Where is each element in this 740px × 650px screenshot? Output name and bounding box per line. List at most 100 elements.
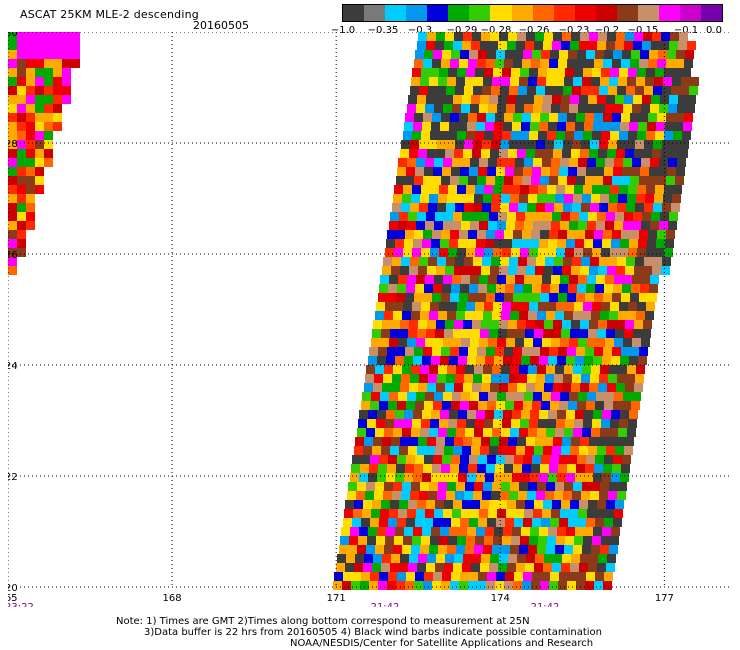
swath-cell (459, 581, 468, 590)
swath-cell (553, 149, 562, 158)
swath-cell (592, 185, 601, 194)
swath-cell (576, 581, 585, 590)
swath-cell (417, 563, 426, 572)
swath-cell (466, 248, 475, 257)
swath-cell (462, 41, 471, 50)
swath-cell (508, 266, 517, 275)
swath-cell (573, 194, 582, 203)
swath-cell (404, 473, 413, 482)
swath-cell (526, 383, 535, 392)
swath-cell (492, 311, 501, 320)
swath-cell (544, 554, 553, 563)
swath-cell (379, 455, 388, 464)
swath-cell (551, 275, 560, 284)
swath-cell (548, 122, 557, 131)
swath-cell (35, 50, 44, 59)
swath-cell (465, 428, 474, 437)
swath-cell (567, 176, 576, 185)
swath-cell (579, 500, 588, 509)
swath-cell (8, 158, 17, 167)
swath-cell (389, 275, 398, 284)
map-date: 20160505 (193, 19, 249, 32)
swath-cell (508, 149, 517, 158)
swath-cell (395, 527, 404, 536)
swath-cell (355, 437, 364, 446)
swath-cell (415, 167, 424, 176)
swath-cell (517, 149, 526, 158)
swath-cell (428, 491, 437, 500)
swath-cell (635, 257, 644, 266)
swath-cell (505, 572, 514, 581)
swath-cell (26, 176, 35, 185)
swath-cell (653, 203, 662, 212)
swath-cell (530, 527, 539, 536)
swath-cell (687, 41, 696, 50)
swath-cell (375, 482, 384, 491)
swath-cell (386, 473, 395, 482)
swath-cell (587, 104, 596, 113)
swath-cell (514, 50, 523, 59)
swath-cell (507, 446, 516, 455)
swath-cell (690, 77, 699, 86)
swath-cell (536, 491, 545, 500)
swath-cell (388, 572, 397, 581)
swath-cell (410, 257, 419, 266)
swath-cell (607, 32, 616, 41)
swath-cell (379, 572, 388, 581)
swath-cell (599, 203, 608, 212)
swath-cell (383, 374, 392, 383)
swath-cell (398, 275, 407, 284)
swath-cell (532, 401, 541, 410)
swath-cell (549, 347, 558, 356)
swath-cell (520, 131, 529, 140)
swath-cell (447, 194, 456, 203)
swath-cell (540, 113, 549, 122)
swath-cell (541, 455, 550, 464)
swath-cell (551, 158, 560, 167)
swath-cell (499, 149, 508, 158)
swath-cell (354, 563, 363, 572)
swath-cell (546, 77, 555, 86)
swath-cell (646, 131, 655, 140)
swath-cell (17, 212, 26, 221)
swath-cell (474, 428, 483, 437)
swath-cell (486, 347, 495, 356)
swath-cell (26, 149, 35, 158)
swath-cell (490, 32, 499, 41)
swath-cell (515, 338, 524, 347)
swath-cell (521, 122, 530, 131)
swath-cell (491, 140, 500, 149)
swath-cell (640, 167, 649, 176)
swath-cell (548, 410, 557, 419)
swath-cell (336, 563, 345, 572)
swath-cell (599, 374, 608, 383)
swath-cell (592, 68, 601, 77)
swath-cell (431, 356, 440, 365)
swath-cell (591, 77, 600, 86)
swath-cell (17, 59, 26, 68)
swath-cell (618, 77, 627, 86)
swath-cell (484, 536, 493, 545)
swath-cell (637, 131, 646, 140)
swath-cell (523, 455, 532, 464)
swath-cell (406, 284, 415, 293)
swath-cell (494, 122, 503, 131)
swath-cell (352, 455, 361, 464)
swath-cell (409, 437, 418, 446)
swath-cell (448, 302, 457, 311)
swath-cell (616, 149, 625, 158)
swath-cell (392, 491, 401, 500)
swath-cell (646, 185, 655, 194)
swath-cell (660, 41, 669, 50)
swath-cell (402, 365, 411, 374)
swath-cell (442, 167, 451, 176)
swath-cell (435, 95, 444, 104)
swath-cell (483, 77, 492, 86)
swath-cell (396, 581, 405, 590)
swath-cell (406, 167, 415, 176)
swath-cell (550, 284, 559, 293)
swath-cell (574, 248, 583, 257)
swath-cell (488, 158, 497, 167)
swath-cell (614, 392, 623, 401)
swath-cell (470, 338, 479, 347)
